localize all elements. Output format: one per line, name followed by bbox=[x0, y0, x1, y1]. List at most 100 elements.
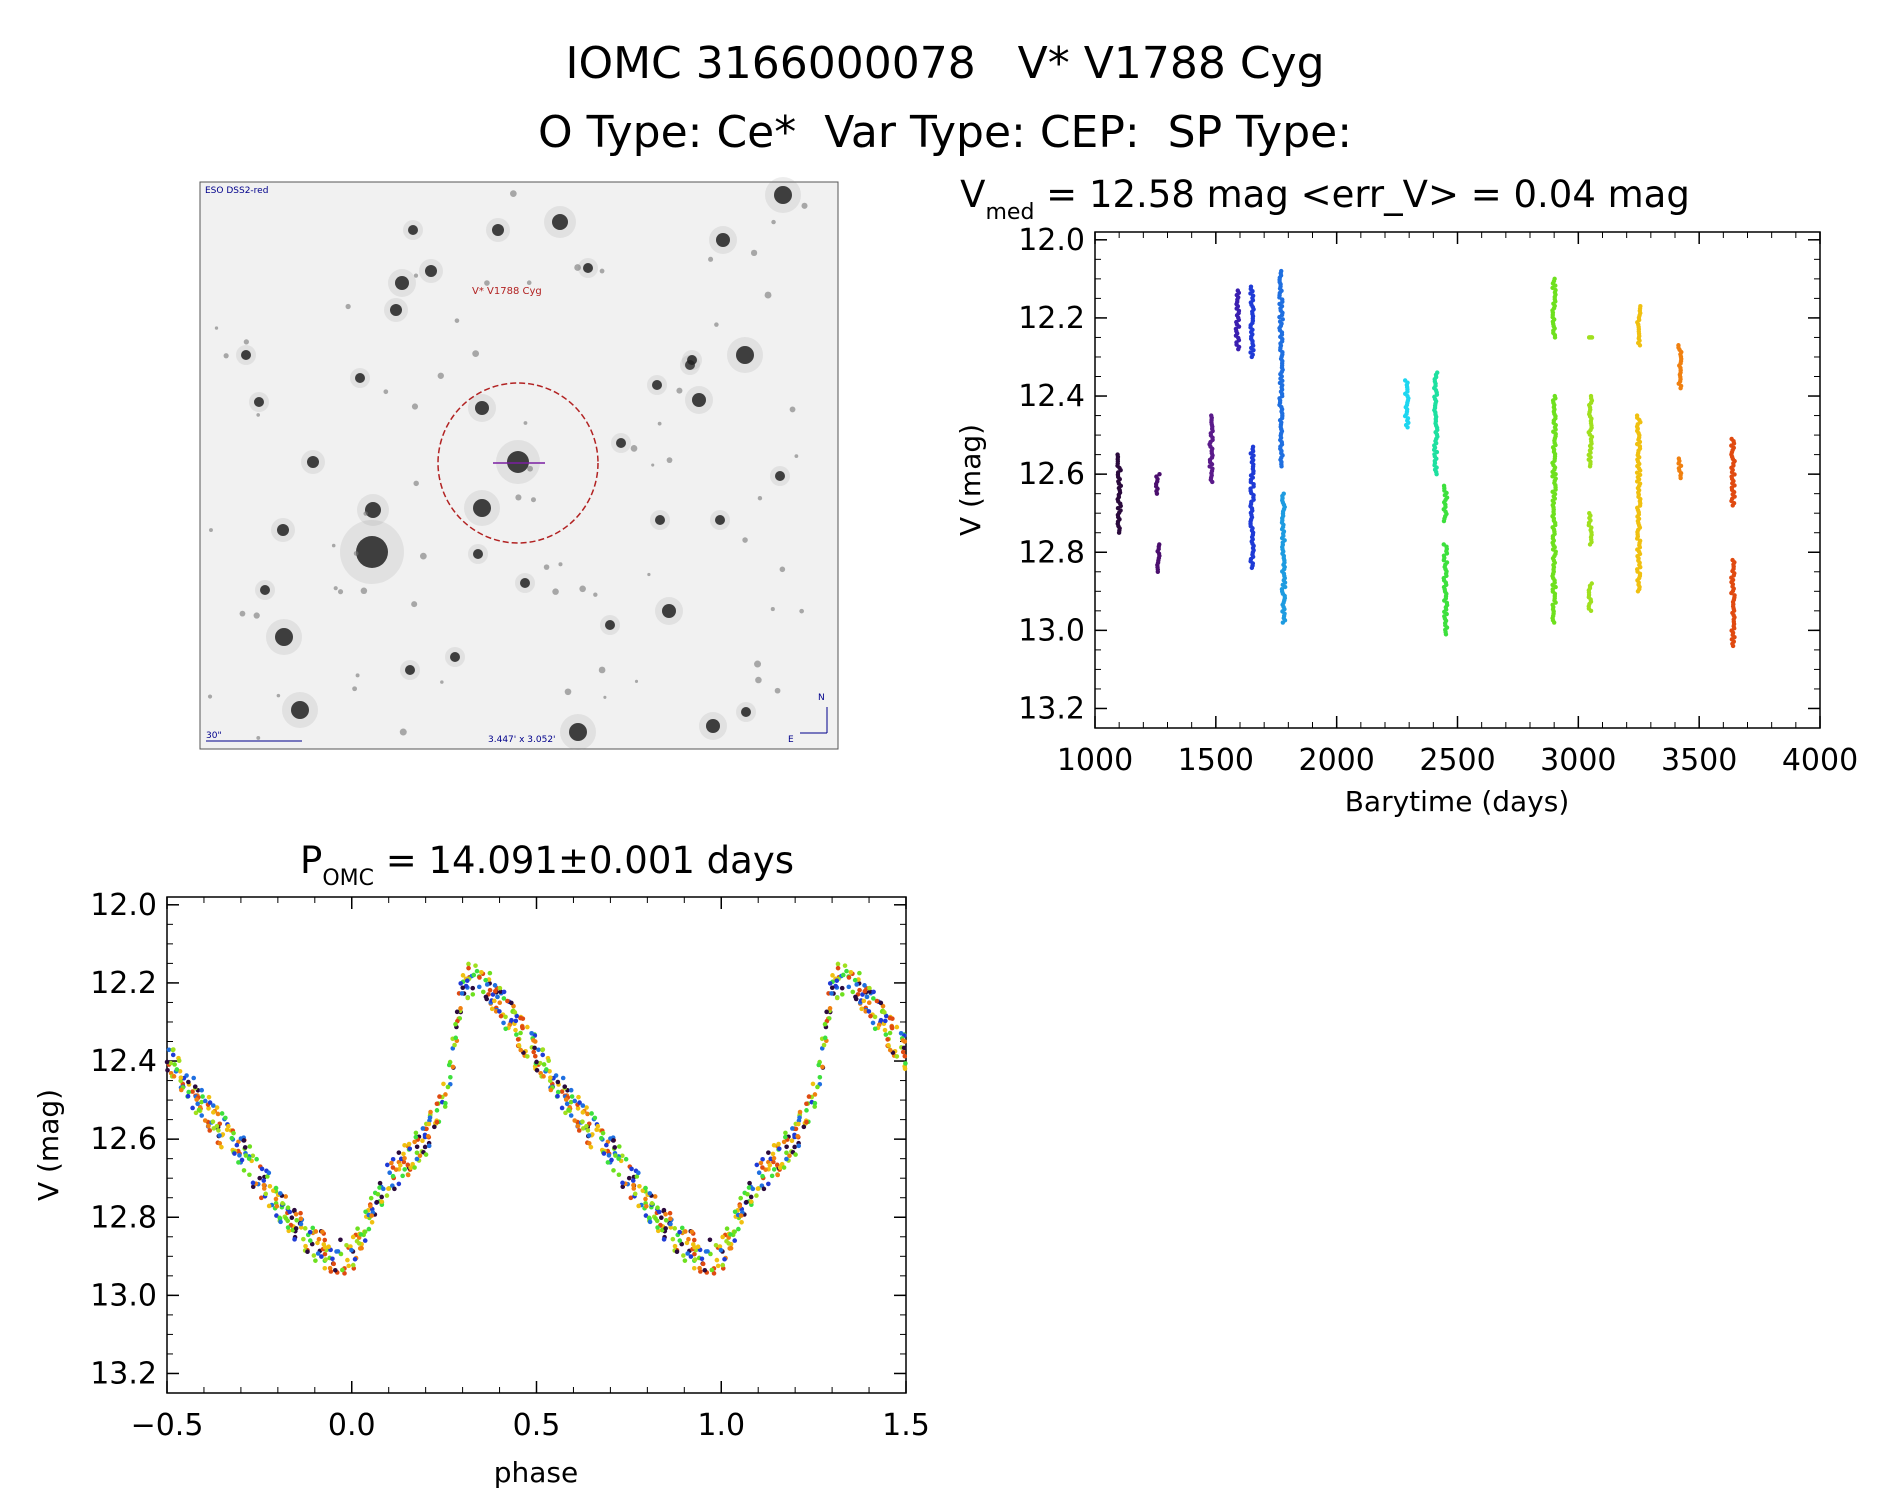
phased-point bbox=[266, 1170, 272, 1176]
phased-point bbox=[470, 985, 476, 991]
phased-point bbox=[498, 989, 503, 994]
phased-ticks: −0.5 0.0 0.5 1.0 1.5 12.0 12.2 12.4 12.6 12.8 13.0… bbox=[90, 888, 930, 1443]
phased-point bbox=[274, 1203, 280, 1209]
phased-point bbox=[644, 1203, 649, 1209]
phased-point bbox=[611, 1138, 616, 1143]
finder-star-halo bbox=[445, 647, 465, 667]
phased-point bbox=[413, 1134, 419, 1140]
phased-point bbox=[755, 1186, 761, 1191]
finder-faint-star bbox=[484, 280, 490, 286]
lightcurve-point bbox=[1210, 479, 1215, 485]
phased-point bbox=[396, 1150, 402, 1155]
lightcurve-point bbox=[1550, 285, 1555, 291]
phased-point bbox=[707, 1237, 713, 1243]
finder-faint-star bbox=[801, 202, 808, 209]
phased-point bbox=[746, 1185, 752, 1190]
phased-point bbox=[466, 961, 471, 967]
phased-point bbox=[822, 1035, 828, 1041]
phased-point bbox=[210, 1119, 216, 1124]
finder-star bbox=[475, 401, 489, 415]
phased-point bbox=[301, 1236, 306, 1242]
phased-point bbox=[766, 1181, 771, 1187]
phased-point bbox=[273, 1185, 279, 1191]
phased-point bbox=[390, 1165, 396, 1170]
phased-point bbox=[880, 1003, 886, 1009]
lightcurve-point bbox=[1279, 464, 1284, 469]
phased-point bbox=[311, 1253, 317, 1258]
y-tick-label: 13.2 bbox=[1018, 691, 1085, 726]
phased-point bbox=[686, 1236, 691, 1242]
lightcurve-point bbox=[1638, 564, 1643, 570]
finder-star bbox=[692, 393, 706, 407]
phased-point bbox=[878, 1000, 884, 1006]
phased-point bbox=[761, 1186, 767, 1192]
finder-star-halo bbox=[468, 544, 488, 564]
phased-point bbox=[588, 1144, 594, 1150]
phased-point bbox=[307, 1229, 313, 1235]
phased-point bbox=[769, 1173, 775, 1179]
finder-faint-star bbox=[515, 494, 522, 501]
phased-point bbox=[637, 1183, 642, 1189]
finder-star bbox=[569, 723, 587, 741]
phased-point bbox=[389, 1160, 394, 1166]
phased-point bbox=[509, 1017, 514, 1023]
phased-point bbox=[902, 1053, 908, 1059]
finder-faint-star bbox=[750, 249, 758, 257]
phased-point bbox=[839, 985, 845, 991]
finder-faint-star bbox=[771, 219, 776, 225]
phased-point bbox=[531, 1049, 537, 1055]
phased-point bbox=[754, 1193, 759, 1198]
lightcurve-ylabel: V (mag) bbox=[954, 424, 987, 536]
phased-point bbox=[612, 1145, 618, 1150]
phased-point bbox=[211, 1126, 217, 1131]
phased-point bbox=[363, 1209, 368, 1215]
finder-faint-star bbox=[742, 537, 748, 543]
phased-point bbox=[377, 1185, 382, 1190]
phased-point bbox=[501, 1020, 506, 1026]
phased-point bbox=[368, 1195, 374, 1201]
phased-point bbox=[903, 1061, 908, 1066]
phased-point bbox=[405, 1172, 411, 1178]
lightcurve-point bbox=[1434, 471, 1439, 477]
phased-point bbox=[278, 1219, 283, 1225]
phased-point bbox=[505, 998, 510, 1004]
phased-point bbox=[513, 1027, 518, 1033]
phased-point bbox=[319, 1254, 324, 1259]
phased-point bbox=[882, 1010, 887, 1015]
finder-star-halo bbox=[340, 520, 404, 584]
phased-point bbox=[620, 1153, 625, 1159]
phased-point bbox=[193, 1110, 199, 1116]
phased-point bbox=[261, 1178, 267, 1183]
finder-star bbox=[507, 451, 529, 473]
lightcurve-point bbox=[1154, 491, 1160, 496]
phased-point bbox=[463, 983, 469, 989]
phased-point bbox=[375, 1191, 381, 1197]
phased-point bbox=[342, 1271, 347, 1276]
phased-point bbox=[576, 1128, 582, 1133]
phased-point bbox=[685, 1251, 690, 1256]
phased-point bbox=[359, 1245, 364, 1251]
phased-point bbox=[458, 1006, 463, 1011]
phased-point bbox=[737, 1203, 743, 1209]
phased-point bbox=[695, 1244, 701, 1250]
phased-point bbox=[620, 1184, 626, 1190]
phased-point bbox=[643, 1213, 649, 1218]
finder-star bbox=[552, 214, 568, 230]
y-tick-label: 12.4 bbox=[90, 1044, 157, 1079]
phased-point bbox=[655, 1225, 660, 1230]
phased-point bbox=[563, 1097, 569, 1102]
phased-point bbox=[631, 1186, 637, 1191]
finder-faint-star bbox=[789, 406, 796, 413]
phased-point bbox=[459, 991, 465, 996]
phased-point bbox=[860, 992, 865, 997]
phased-point bbox=[592, 1115, 598, 1121]
phased-point bbox=[584, 1123, 589, 1129]
finder-star bbox=[291, 701, 309, 719]
phased-point bbox=[842, 963, 848, 968]
phased-xlabel: phase bbox=[494, 1456, 579, 1489]
phased-point bbox=[636, 1170, 641, 1176]
phased-point bbox=[509, 1000, 514, 1006]
finder-faint-star bbox=[454, 318, 460, 323]
phased-point bbox=[192, 1084, 198, 1089]
phased-point bbox=[374, 1199, 380, 1205]
